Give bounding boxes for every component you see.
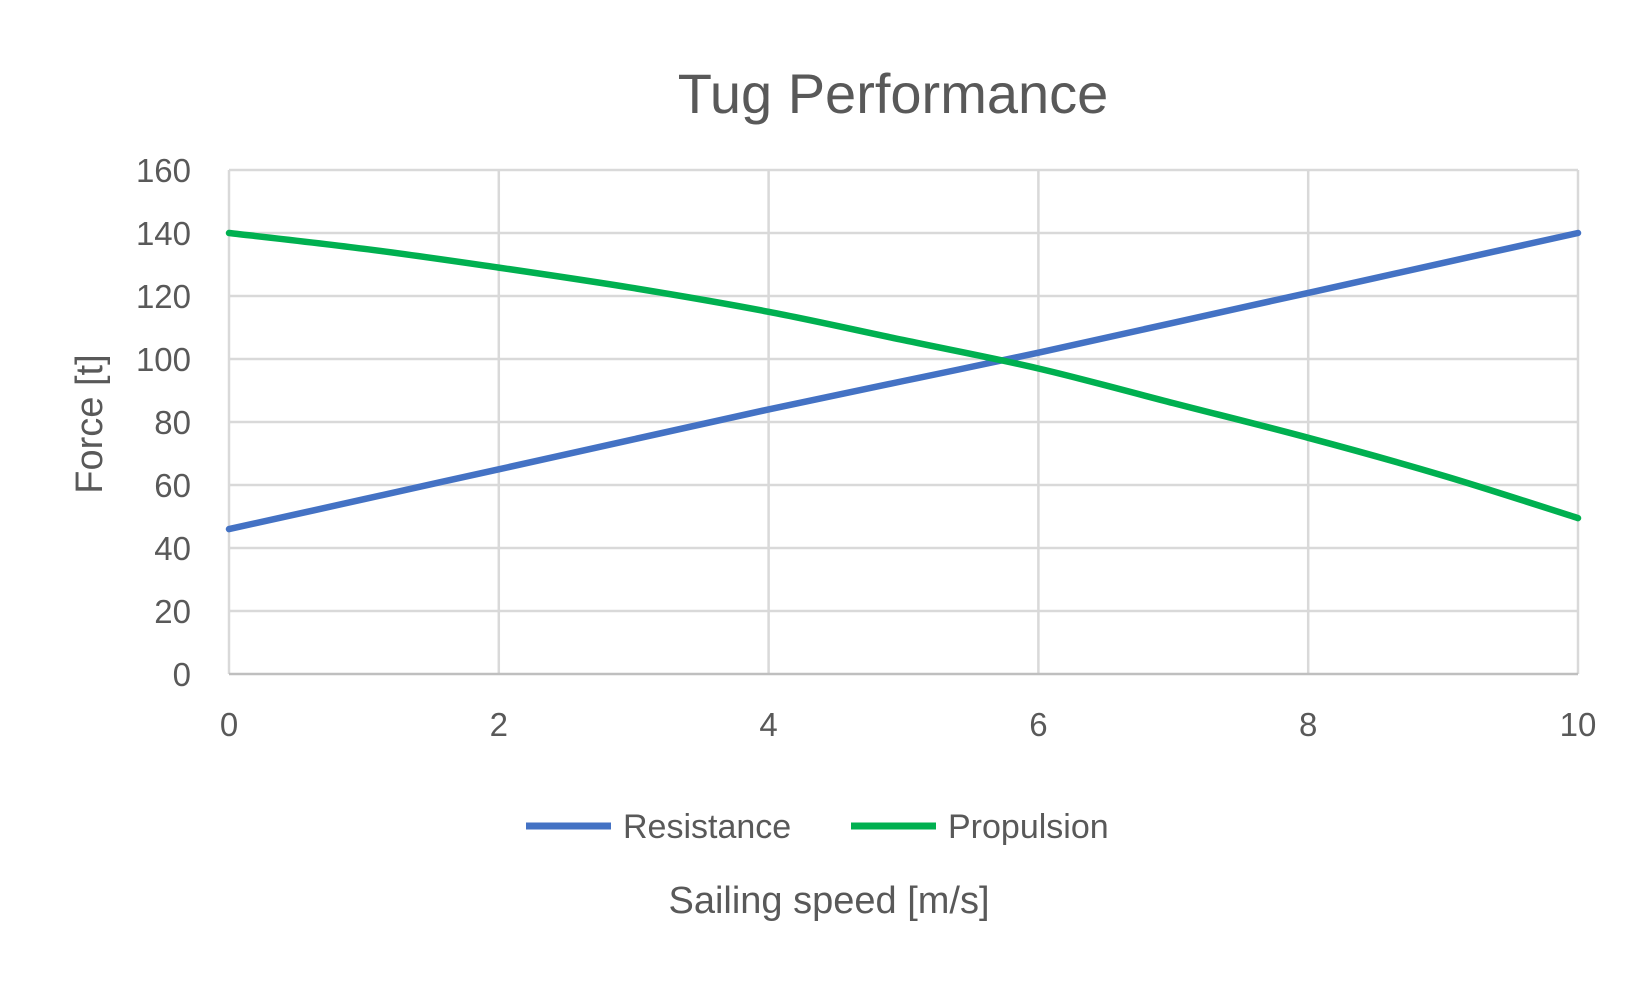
series-lines <box>225 229 1582 533</box>
y-tick-label-60: 60 <box>154 467 191 504</box>
gridlines <box>227 168 1580 674</box>
y-axis-title: Force [t] <box>69 354 111 493</box>
tick-labels: 0 20 40 60 80 100 120 140 160 0 2 4 6 8 10 <box>136 152 1596 743</box>
series-line-resistance <box>225 229 1582 533</box>
x-tick-label-8: 8 <box>1299 706 1317 743</box>
legend-label-resistance: Resistance <box>623 808 791 846</box>
y-tick-label-40: 40 <box>154 530 191 567</box>
y-tick-label-140: 140 <box>136 215 191 252</box>
legend-label-propulsion: Propulsion <box>948 808 1109 846</box>
y-tick-label-120: 120 <box>136 278 191 315</box>
x-tick-label-0: 0 <box>220 706 238 743</box>
x-tick-label-10: 10 <box>1560 706 1597 743</box>
y-tick-label-0: 0 <box>173 656 191 693</box>
y-tick-label-20: 20 <box>154 593 191 630</box>
x-tick-label-6: 6 <box>1029 706 1047 743</box>
y-tick-label-100: 100 <box>136 341 191 378</box>
x-axis-title: Sailing speed [m/s] <box>668 880 989 922</box>
x-tick-label-2: 2 <box>490 706 508 743</box>
y-tick-label-80: 80 <box>154 404 191 441</box>
series-line-propulsion <box>225 229 1582 522</box>
legend: Resistance Propulsion <box>526 808 1109 846</box>
chart-title: Tug Performance <box>678 62 1109 125</box>
y-tick-label-160: 160 <box>136 152 191 189</box>
x-tick-label-4: 4 <box>759 706 777 743</box>
